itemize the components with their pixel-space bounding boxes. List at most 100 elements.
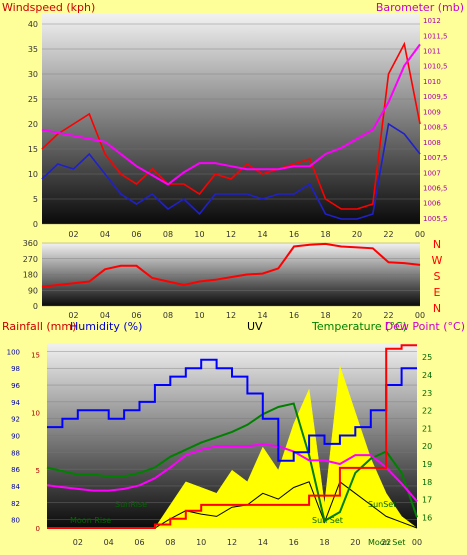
humidity-tick-label: 96 [11,382,20,390]
barometer-tick-label: 1011 [423,48,441,56]
humidity-tick-label: 84 [11,483,20,491]
x-tick-label: 12 [226,230,236,239]
humidity-tick-label: 98 [11,365,20,373]
uv-axis-label: UV [247,320,263,333]
moon-rise-label: Moon Rise [70,516,111,525]
wind-plot-area [42,14,420,224]
rainfall-tick-label: 15 [31,352,40,360]
windspeed-axis-label: Windspeed (kph) [2,1,95,14]
temperature-tick-label: 21 [422,424,432,433]
x-tick-label: 12 [227,538,237,547]
x-tick-label: 10 [194,230,204,239]
temperature-tick-label: 16 [422,513,432,522]
x-tick-label: 22 [381,538,391,547]
dewpoint-axis-label: Dew Point (°C) [385,320,465,333]
x-tick-label: 14 [257,230,267,239]
x-tick-label: 18 [319,538,329,547]
temperature-axis-label: Temperature (°C) [311,320,407,333]
compass-label: N [433,302,441,315]
x-tick-label: 18 [320,311,330,320]
x-tick-label: 04 [100,230,110,239]
dew-point-line [46,443,418,502]
x-tick-label: 02 [73,538,83,547]
x-tick-label: 08 [163,230,173,239]
x-tick-label: 20 [350,538,360,547]
x-tick-label: 00 [412,538,422,547]
x-tick-label: 22 [383,230,393,239]
x-tick-label: 22 [383,311,393,320]
humidity-tick-label: 92 [11,416,20,424]
barometer-axis-label: Barometer (mb) [376,1,464,14]
x-tick-label: 08 [163,311,173,320]
sunset-label: SunSet [368,500,396,509]
direction-tick-label: 180 [23,271,38,280]
x-tick-label: 02 [68,230,78,239]
x-tick-label: 06 [134,538,144,547]
rainfall-tick-label: 5 [36,467,40,475]
compass-label: S [434,270,441,283]
barometer-tick-label: 1005,5 [423,215,448,223]
windspeed-tick-label: 10 [28,170,38,179]
barometer-tick-label: 1012 [423,17,441,25]
sun-set-label: Sun Set [312,516,343,525]
temperature-tick-label: 20 [422,442,432,451]
moon-set-label: Moon Set [368,538,405,547]
windspeed-tick-label: 5 [33,195,38,204]
wind-direction-line [41,242,421,288]
x-tick-label: 10 [194,311,204,320]
x-tick-label: 06 [131,311,141,320]
windspeed-tick-label: 30 [28,70,38,79]
x-tick-label: 18 [320,230,330,239]
humidity-tick-label: 82 [11,500,20,508]
humidity-tick-label: 90 [11,433,20,441]
temperature-tick-label: 17 [422,496,432,505]
barometer-tick-label: 1010,5 [423,63,448,71]
x-tick-label: 02 [68,311,78,320]
humidity-tick-label: 86 [11,466,20,474]
humidity-tick-label: 100 [7,348,20,356]
rainfall-line [47,344,417,529]
compass-label: W [432,254,443,267]
windspeed-tick-label: 15 [28,145,38,154]
temperature-tick-label: 25 [422,353,432,362]
rainfall-tick-label: 0 [36,525,40,533]
x-tick-label: 08 [165,538,175,547]
windspeed-tick-label: 0 [33,220,38,229]
humidity-line [47,358,417,462]
wind-gust-line [41,122,421,220]
x-tick-label: 20 [352,311,362,320]
direction-tick-label: 360 [23,239,38,248]
temperature-tick-label: 18 [422,478,432,487]
barometer-tick-label: 1008 [423,139,441,147]
direction-tick-label: 270 [23,255,38,264]
rainfall-axis-label: Rainfall (mm) [2,320,76,333]
x-tick-label: 20 [352,230,362,239]
compass-label: E [434,286,441,299]
windspeed-tick-label: 20 [28,120,38,129]
barometer-tick-label: 1011,5 [423,32,448,40]
barometer-tick-label: 1006 [423,200,441,208]
barometer-tick-label: 1007 [423,169,441,177]
windspeed-tick-label: 25 [28,95,38,104]
barometer-line [41,43,421,186]
humidity-tick-label: 94 [11,399,20,407]
direction-tick-label: 90 [28,286,38,295]
compass-label: N [433,238,441,251]
humidity-tick-label: 88 [11,449,20,457]
barometer-tick-label: 1008,5 [423,124,448,132]
x-tick-label: 00 [415,230,425,239]
barometer-tick-label: 1007,5 [423,154,448,162]
temperature-tick-label: 19 [422,460,432,469]
wind-speed-line [41,41,421,210]
x-tick-label: 14 [258,538,268,547]
x-tick-label: 00 [415,311,425,320]
x-tick-label: 16 [289,538,299,547]
sunrise-label: SunRise [115,500,147,509]
windspeed-tick-label: 35 [28,45,38,54]
barometer-tick-label: 1009 [423,108,441,116]
barometer-tick-label: 1009,5 [423,93,448,101]
x-tick-label: 12 [226,311,236,320]
temperature-tick-label: 24 [422,371,432,380]
direction-tick-label: 0 [33,302,38,311]
humidity-axis-label: Humidity (%) [70,320,142,333]
